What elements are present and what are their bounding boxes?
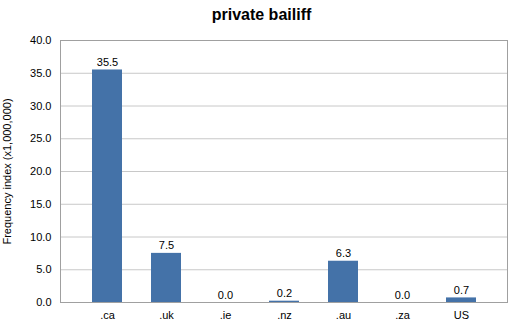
svg-text:30.0: 30.0 [30, 100, 51, 112]
svg-text:5.0: 5.0 [36, 263, 51, 275]
svg-text:.za: .za [395, 309, 411, 321]
svg-text:25.0: 25.0 [30, 132, 51, 144]
svg-text:7.5: 7.5 [159, 239, 174, 251]
svg-text:.ie: .ie [220, 309, 232, 321]
svg-text:40.0: 40.0 [30, 34, 51, 46]
svg-text:.au: .au [336, 309, 351, 321]
svg-text:35.0: 35.0 [30, 67, 51, 79]
svg-text:Frequency index (x1,000,000): Frequency index (x1,000,000) [1, 98, 13, 244]
svg-text:20.0: 20.0 [30, 165, 51, 177]
svg-text:0.7: 0.7 [454, 284, 469, 296]
svg-text:.nz: .nz [277, 309, 292, 321]
svg-text:0.0: 0.0 [218, 289, 233, 301]
svg-text:.ca: .ca [100, 309, 116, 321]
svg-text:.uk: .uk [159, 309, 174, 321]
svg-text:10.0: 10.0 [30, 231, 51, 243]
svg-text:35.5: 35.5 [97, 56, 118, 68]
svg-text:0.0: 0.0 [395, 289, 410, 301]
svg-text:0.0: 0.0 [36, 296, 51, 308]
svg-text:15.0: 15.0 [30, 198, 51, 210]
svg-text:6.3: 6.3 [336, 247, 351, 259]
svg-text:US: US [454, 309, 469, 321]
html-text:private bailiff: private bailiff [211, 6, 312, 23]
svg-text:0.2: 0.2 [277, 287, 292, 299]
